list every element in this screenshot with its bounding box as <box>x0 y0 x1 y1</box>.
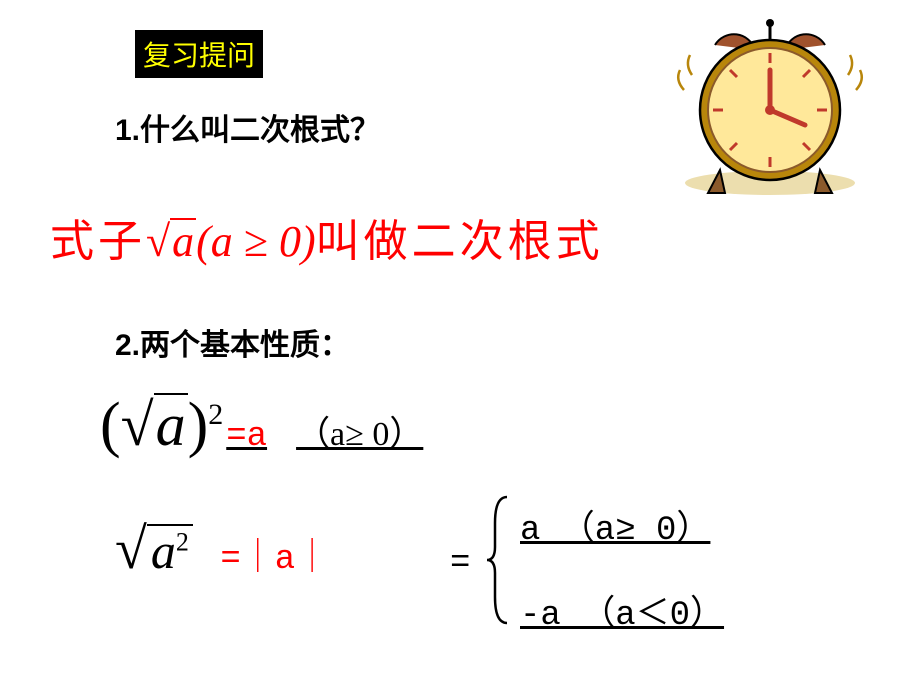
def-cond: (a ≥ 0) <box>196 217 315 266</box>
alarm-clock-icon <box>670 15 870 200</box>
prop1-radicand: a <box>154 393 188 455</box>
question-1: 1.什么叫二次根式？ <box>115 105 380 149</box>
case-nonneg: a （a≥ 0） <box>520 500 710 550</box>
prop1-result: =a <box>226 418 267 456</box>
property-1: (√a)2 =a （a≥ 0） <box>100 390 423 461</box>
prop2-abs: =｜a｜ <box>220 541 329 579</box>
cases-eq: = <box>450 545 470 583</box>
def-post: 叫做二次根式 <box>316 217 604 266</box>
case-neg: -a （a＜0） <box>520 585 724 635</box>
def-pre: 式子 <box>50 217 146 266</box>
left-brace-icon <box>485 495 515 625</box>
prop1-cond: （a≥ 0） <box>296 416 423 453</box>
question-2: 2.两个基本性质： <box>115 320 350 364</box>
definition-text: 式子√a(a ≥ 0)叫做二次根式 <box>50 205 604 269</box>
prop2-radicand: a <box>151 523 176 579</box>
review-badge: 复习提问 <box>135 30 263 78</box>
property-2: √a2 =｜a｜ <box>115 515 329 582</box>
def-radicand: a <box>170 218 196 264</box>
